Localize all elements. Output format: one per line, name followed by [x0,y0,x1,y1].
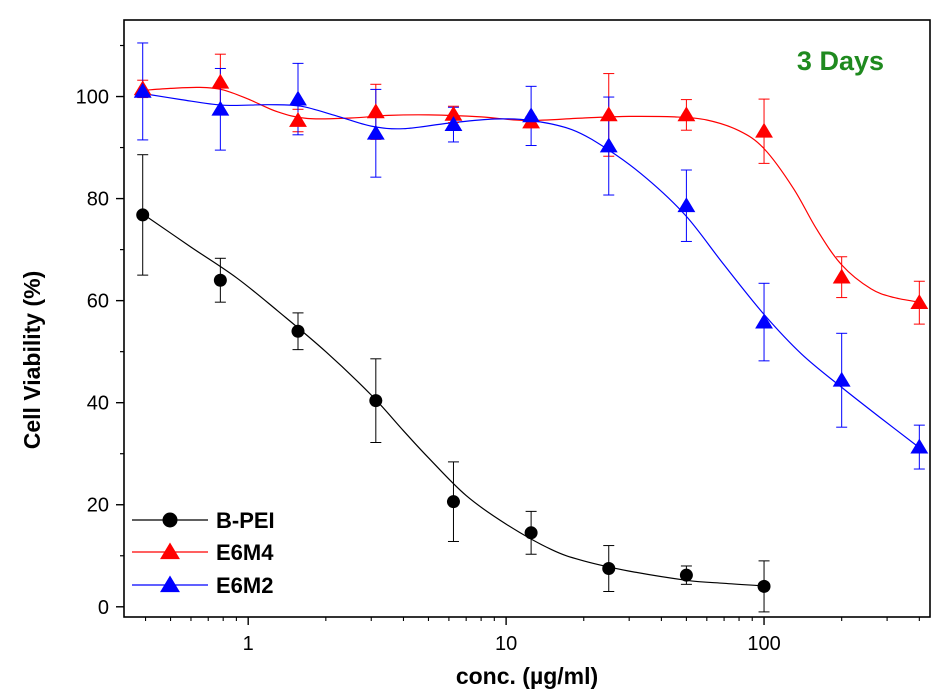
data-markers [133,73,929,593]
point-b-pei [679,568,693,582]
legend-marker-e6m2 [160,575,180,593]
y-tick-label: 20 [87,495,109,517]
point-b-pei [291,324,305,338]
point-e6m4 [755,122,773,138]
point-e6m2 [444,116,463,131]
legend-marker-e6m4 [160,542,180,560]
point-b-pei [446,495,460,509]
point-b-pei [757,579,771,593]
y-tick-label: 100 [76,87,109,109]
point-e6m4 [832,268,851,284]
y-tick-label: 80 [87,189,109,211]
point-e6m4 [366,103,385,119]
point-e6m2 [133,82,152,98]
x-tick-label: 10 [495,633,517,655]
point-b-pei [213,273,227,287]
point-e6m4 [211,73,230,89]
legend-label-e6m4: E6M4 [216,540,274,565]
point-b-pei [602,562,616,576]
legend-marker-b-pei [162,512,178,528]
curve-e6m2 [142,92,920,449]
point-e6m2 [366,124,385,140]
point-e6m2 [832,371,851,387]
y-tick-label: 0 [98,597,109,619]
curve-e6m4 [142,86,920,303]
point-e6m2 [522,107,541,123]
y-axis-label: Cell Viability (%) [19,271,45,450]
legend-label-b-pei: B-PEI [216,508,275,533]
point-e6m4 [289,112,307,127]
point-b-pei [136,208,150,222]
point-e6m2 [211,100,230,116]
x-tick-label: 100 [747,633,780,655]
point-e6m2 [755,313,773,329]
legend: B-PEI E6M4 E6M2 [132,508,275,598]
point-b-pei [524,526,538,540]
x-axis-label: conc. (µg/ml) [456,663,598,689]
point-e6m4 [444,105,463,121]
plot-frame [123,19,931,618]
point-e6m2 [677,197,696,213]
x-tick-label: 1 [243,633,254,655]
y-tick-label: 40 [87,393,109,415]
point-e6m4 [599,106,618,122]
axes: 0 20 40 60 80 100 1 10 100 [76,19,931,655]
curve-b-pei [142,213,765,587]
point-e6m4 [677,106,696,122]
point-e6m2 [910,438,929,454]
point-e6m2 [289,90,307,106]
point-e6m4 [910,294,929,310]
point-b-pei [369,394,383,408]
annotation-3-days: 3 Days [797,46,884,76]
legend-label-e6m2: E6M2 [216,573,273,598]
y-tick-label: 60 [87,291,109,313]
point-e6m2 [599,137,618,153]
